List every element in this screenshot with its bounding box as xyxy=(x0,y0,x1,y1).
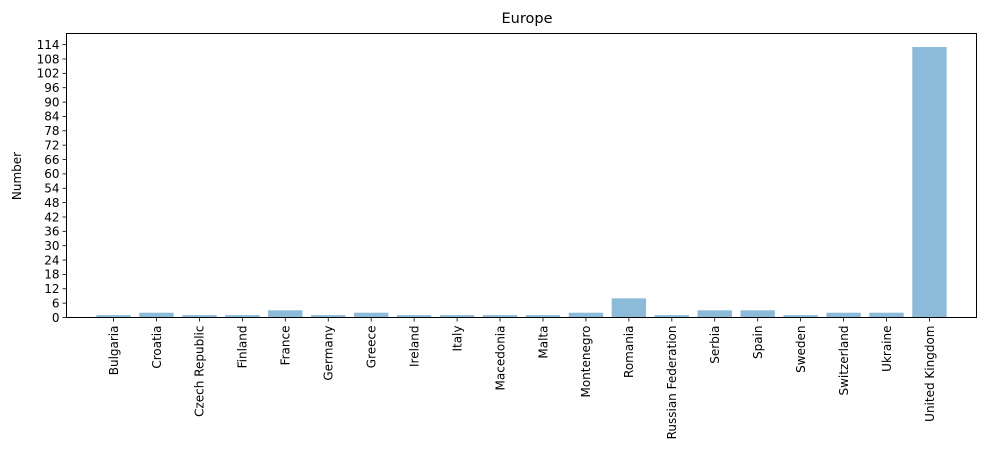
x-tick-label: Switzerland xyxy=(837,326,851,396)
x-tick-label: Ukraine xyxy=(880,326,894,372)
bar-switzerland xyxy=(826,312,861,318)
x-tick-label: Croatia xyxy=(150,326,164,369)
bar-spain xyxy=(740,310,775,318)
y-tick-label: 0 xyxy=(52,311,60,325)
x-tick-label: Spain xyxy=(751,326,765,360)
y-tick-label: 96 xyxy=(44,81,59,95)
x-tick-label: Serbia xyxy=(708,326,722,364)
bar-france xyxy=(268,310,303,318)
y-tick-label: 108 xyxy=(37,52,60,66)
x-tick-label: Malta xyxy=(536,326,550,359)
bar-germany xyxy=(311,315,346,318)
bar-ukraine xyxy=(869,312,904,318)
bar-italy xyxy=(439,315,475,318)
bar-greece xyxy=(354,312,389,318)
y-tick-label: 24 xyxy=(44,253,59,267)
bar-malta xyxy=(525,315,561,318)
x-tick-label: Macedonia xyxy=(493,326,507,391)
x-tick-label: Bulgaria xyxy=(107,326,121,376)
y-tick-label: 66 xyxy=(44,153,59,167)
x-tick-label: Ireland xyxy=(407,326,421,368)
y-axis-label: Number xyxy=(10,152,24,200)
y-tick-label: 18 xyxy=(44,268,59,282)
x-tick-label: Russian Federation xyxy=(665,326,679,440)
bar-czech-republic xyxy=(182,315,217,318)
bar-united-kingdom xyxy=(912,47,947,318)
bar-macedonia xyxy=(482,315,518,318)
bar-russian-federation xyxy=(654,315,689,318)
x-tick-label: Sweden xyxy=(794,326,808,373)
y-tick-label: 60 xyxy=(44,167,59,181)
y-tick-label: 30 xyxy=(44,239,59,253)
bar-finland xyxy=(225,315,260,318)
y-tick-label: 48 xyxy=(44,196,59,210)
x-tick-label: Greece xyxy=(364,326,378,369)
bar-croatia xyxy=(139,312,174,318)
x-axis-ticks: Bulgaria Croatia Czech Republic Finland Fran… xyxy=(107,317,937,440)
x-tick-label: Germany xyxy=(322,326,336,381)
y-tick-label: 102 xyxy=(37,67,60,81)
chart-title: Europe xyxy=(502,11,553,27)
y-tick-label: 42 xyxy=(44,210,59,224)
y-tick-label: 84 xyxy=(44,110,59,124)
bar-sweden xyxy=(783,315,818,318)
bar-bulgaria xyxy=(96,315,131,318)
bar-montenegro xyxy=(568,312,604,318)
y-tick-label: 54 xyxy=(44,182,59,196)
plot-frame xyxy=(66,33,977,318)
y-tick-label: 72 xyxy=(44,138,59,152)
x-tick-label: France xyxy=(279,326,293,366)
bar-ireland xyxy=(396,315,432,318)
x-tick-label: United Kingdom xyxy=(923,326,937,422)
bars-group xyxy=(96,47,947,318)
x-tick-label: Italy xyxy=(450,326,464,352)
y-tick-label: 114 xyxy=(37,38,60,52)
x-tick-label: Finland xyxy=(236,326,250,369)
x-tick-label: Montenegro xyxy=(579,326,593,398)
y-tick-label: 78 xyxy=(44,124,59,138)
y-axis-ticks: 0612182430364248546066727884909610210811… xyxy=(37,38,67,325)
y-tick-label: 36 xyxy=(44,225,59,239)
bar-serbia xyxy=(697,310,732,318)
x-tick-label: Czech Republic xyxy=(193,326,207,417)
y-tick-label: 12 xyxy=(44,282,59,296)
y-tick-label: 6 xyxy=(52,296,60,310)
y-tick-label: 90 xyxy=(44,95,59,109)
x-tick-label: Romania xyxy=(622,326,636,378)
bar-romania xyxy=(611,298,647,318)
